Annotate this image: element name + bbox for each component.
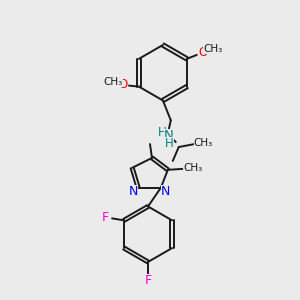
Text: H: H xyxy=(164,136,173,150)
Text: N: N xyxy=(161,185,170,198)
Text: CH₃: CH₃ xyxy=(203,44,222,54)
Text: CH₃: CH₃ xyxy=(194,138,213,148)
Text: F: F xyxy=(102,211,109,224)
Text: F: F xyxy=(145,274,152,287)
Text: N: N xyxy=(164,129,174,142)
Text: N: N xyxy=(128,185,138,198)
Text: H: H xyxy=(158,126,166,139)
Text: CH₃: CH₃ xyxy=(103,76,123,87)
Text: O: O xyxy=(198,46,207,59)
Text: CH₃: CH₃ xyxy=(183,163,202,173)
Text: O: O xyxy=(118,78,127,91)
